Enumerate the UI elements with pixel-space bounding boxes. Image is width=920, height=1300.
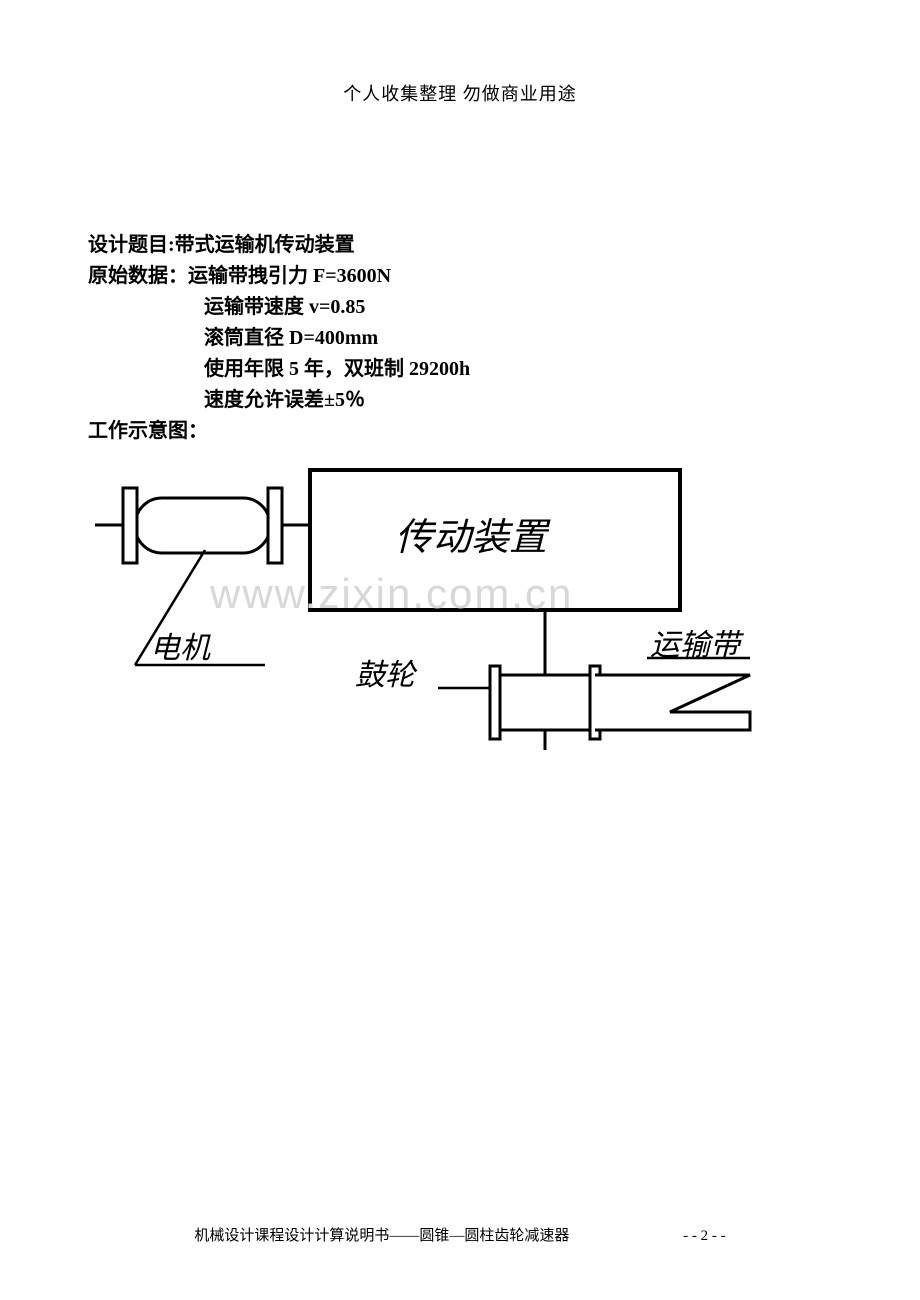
orig-data-l5: 速度允许误差±5％ (88, 385, 848, 416)
schematic-diagram: 传动装置 电机 鼓轮 运输带 (95, 460, 755, 800)
page-header: 个人收集整理 勿做商业用途 (0, 80, 920, 106)
orig-data-label: 原始数据： (88, 265, 188, 287)
design-title-label: 设计题目: (88, 234, 175, 256)
design-title-value: 带式运输机传动装置 (175, 234, 355, 256)
footer-text: 机械设计课程设计计算说明书——圆锥—圆柱齿轮减速器 (194, 1228, 569, 1244)
diagram-label: 工作示意图： (88, 416, 848, 447)
design-title-line: 设计题目:带式运输机传动装置 (88, 230, 848, 261)
page-footer: 机械设计课程设计计算说明书——圆锥—圆柱齿轮减速器 - - 2 - - (0, 1224, 920, 1245)
orig-data-l4: 使用年限 5 年，双班制 29200h (88, 354, 848, 385)
gearbox-label: 传动装置 (395, 517, 551, 559)
page-number: - - 2 - - (683, 1228, 725, 1245)
orig-data-line: 原始数据：运输带拽引力 F=3600N (88, 261, 848, 292)
orig-data-l2: 运输带速度 v=0.85 (88, 292, 848, 323)
orig-data-l3: 滚筒直径 D=400mm (88, 323, 848, 354)
drum-label: 鼓轮 (355, 659, 418, 692)
motor-label: 电机 (150, 632, 211, 665)
content-block: 设计题目:带式运输机传动装置 原始数据：运输带拽引力 F=3600N 运输带速度… (88, 230, 848, 447)
orig-data-l1: 运输带拽引力 F=3600N (188, 265, 391, 287)
